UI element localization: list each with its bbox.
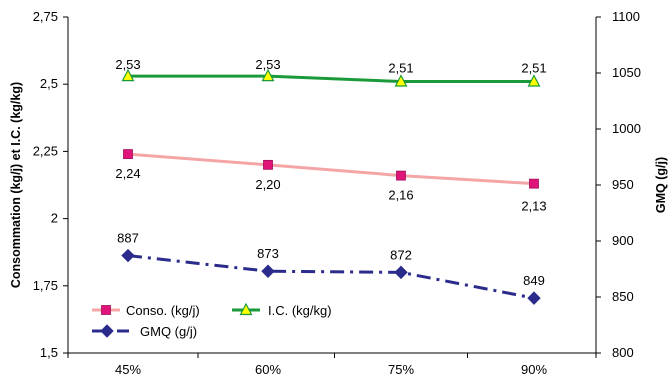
- conso-series-data-label: 2,13: [521, 199, 546, 214]
- x-tick-label: 75%: [388, 362, 414, 377]
- conso-series-data-label: 2,16: [388, 188, 413, 203]
- right-y-tick-label: 1050: [612, 65, 641, 80]
- right-y-axis-title: GMQ (g/j): [654, 157, 668, 213]
- ic-series-marker: [527, 74, 541, 87]
- conso-series-data-label: 2,20: [255, 177, 280, 192]
- conso-series-marker: [529, 178, 539, 189]
- gmq-series-marker: [394, 265, 408, 280]
- gmq-series-data-label: 887: [117, 231, 139, 246]
- left-y-tick-label: 1,75: [33, 278, 58, 293]
- gmq-series-legend-marker: [100, 324, 114, 338]
- right-y-tick-label: 900: [612, 233, 634, 248]
- conso-series-marker: [396, 170, 406, 181]
- left-y-tick-label: 2,75: [33, 9, 58, 24]
- left-y-tick-label: 2,5: [40, 76, 58, 91]
- ic-series-legend-marker: [239, 302, 253, 316]
- gmq-series-marker: [261, 264, 275, 278]
- gmq-series-marker: [121, 248, 135, 263]
- ic-series-data-label: 2,51: [388, 61, 413, 76]
- x-tick-label: 90%: [521, 362, 547, 377]
- left-y-tick-label: 2: [51, 211, 58, 226]
- right-y-tick-label: 1000: [612, 121, 641, 136]
- left-y-axis-title: Consommation (kg/j) et I.C. (kg/kg): [9, 82, 23, 288]
- conso-series-data-label: 2,24: [115, 166, 140, 181]
- x-tick-label: 45%: [115, 362, 141, 377]
- right-y-tick-label: 1100: [612, 9, 640, 24]
- ic-series-data-label: 2,51: [521, 61, 546, 76]
- conso-series-marker: [123, 149, 133, 159]
- ic-series-marker: [394, 74, 408, 87]
- gmq-series-data-label: 872: [390, 247, 412, 262]
- ic-series-legend-label: I.C. (kg/kg): [268, 303, 332, 318]
- left-y-tick-label: 1,5: [40, 345, 58, 360]
- gmq-series-line: [127, 254, 535, 300]
- ic-series-marker: [121, 68, 135, 82]
- left-y-tick-label: 2,25: [33, 143, 58, 158]
- gmq-series-marker: [527, 291, 541, 305]
- gmq-series-data-label: 873: [257, 246, 279, 261]
- ic-series-marker: [261, 68, 275, 82]
- conso-series-legend-label: Conso. (kg/j): [126, 303, 200, 318]
- conso-series-marker: [263, 159, 273, 170]
- ic-series-line: [128, 74, 534, 84]
- ic-series-data-label: 2,53: [115, 57, 140, 72]
- right-y-tick-label: 800: [612, 345, 634, 360]
- gmq-series-legend-label: GMQ (g/j): [140, 324, 197, 339]
- ic-series-data-label: 2,53: [255, 57, 280, 72]
- gmq-series-data-label: 849: [523, 273, 545, 288]
- conso-series-line: [127, 152, 535, 186]
- right-y-tick-label: 850: [612, 289, 634, 304]
- x-tick-label: 60%: [255, 362, 281, 377]
- conso-series-legend-marker: [101, 305, 111, 315]
- right-y-tick-label: 950: [612, 177, 634, 192]
